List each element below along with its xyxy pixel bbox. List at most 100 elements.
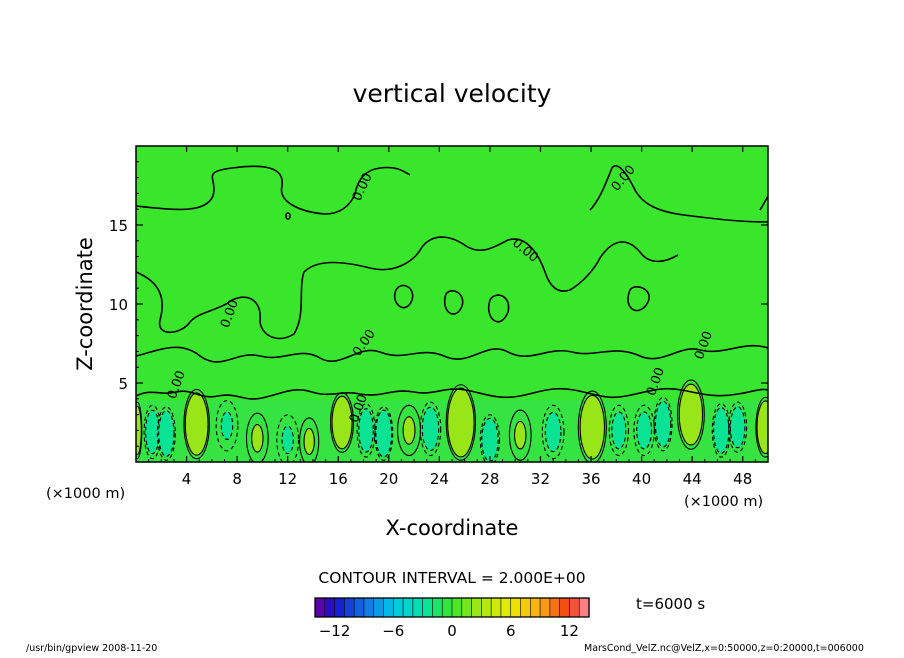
convection-cell xyxy=(245,412,269,462)
cell-outline xyxy=(215,399,239,452)
convection-cell xyxy=(276,414,300,462)
x-tick-label: 8 xyxy=(232,470,242,488)
cell-contour xyxy=(402,416,416,445)
x-axis: 4 8 12 16 20 24 28 32 36 40 44 48 xyxy=(148,146,756,488)
cell-contour xyxy=(678,383,704,446)
colorbar-bin xyxy=(432,597,443,618)
x-tick-label: 28 xyxy=(480,470,499,488)
cell-contour xyxy=(654,400,672,448)
convection-cell xyxy=(608,404,629,457)
cell-contour xyxy=(514,420,527,450)
x-tick-label: 32 xyxy=(531,470,550,488)
y-tick-label: 5 xyxy=(118,375,128,393)
convection-cell xyxy=(419,401,442,457)
cell-contour xyxy=(729,406,746,449)
colorbar-bin xyxy=(402,597,414,618)
cell-outline xyxy=(419,401,442,457)
cell-contour xyxy=(544,411,562,453)
x-tick-label: 48 xyxy=(733,470,752,488)
x-tick-label: 24 xyxy=(430,470,449,488)
cell-outline xyxy=(479,414,501,462)
footer-right: MarsCond_VelZ.nc@VelZ,x=0:50000,z=0:2000… xyxy=(584,643,864,654)
cell-contour xyxy=(303,427,315,455)
convection-cell xyxy=(479,414,501,462)
colorbar-bin xyxy=(569,597,580,618)
cell-contour xyxy=(358,408,374,453)
cell-outline xyxy=(608,404,629,457)
colorbar-bin xyxy=(529,597,541,618)
x-tick-label: 40 xyxy=(632,470,651,488)
cell-outline xyxy=(676,379,705,450)
cell-outline xyxy=(183,388,210,460)
convection-cell xyxy=(156,406,176,461)
colorbar-bin xyxy=(471,597,482,618)
convection-cell xyxy=(728,401,748,453)
cell-contour xyxy=(251,424,264,453)
colorbar-bin xyxy=(344,597,355,618)
x-axis-label: X-coordinate xyxy=(386,516,519,540)
colorbar-bin xyxy=(461,597,473,618)
x-unit-right: (×1000 m) xyxy=(684,494,763,510)
convection-cell xyxy=(374,406,394,461)
colorbar-bin xyxy=(549,597,561,618)
cell-outline xyxy=(276,414,300,462)
x-tick-label: 12 xyxy=(278,470,297,488)
x-tick-label: 36 xyxy=(581,470,600,488)
cell-outline xyxy=(653,396,673,452)
colorbar-bin xyxy=(510,597,522,618)
colorbar-bin xyxy=(373,597,385,618)
convection-cell xyxy=(445,384,477,461)
convection-cell xyxy=(653,396,673,452)
colorbar-bin xyxy=(383,597,394,618)
contour-line xyxy=(136,344,768,363)
contour-line xyxy=(136,236,679,340)
colorbar-bin xyxy=(520,597,531,618)
cell-outline xyxy=(156,406,176,461)
convection-cell xyxy=(755,396,768,458)
convection-cell xyxy=(541,404,565,460)
contour-line xyxy=(627,286,650,312)
colorbar xyxy=(314,597,590,618)
cell-outline xyxy=(541,404,565,460)
footer-left: /usr/bin/gpview 2008-11-20 xyxy=(26,643,157,654)
convection-cell xyxy=(676,379,705,450)
contour-line xyxy=(136,165,411,215)
x-unit-left: (×1000 m) xyxy=(46,486,125,502)
cell-outline xyxy=(299,417,320,462)
colorbar-bin xyxy=(490,597,502,618)
colorbar-bin xyxy=(559,597,571,618)
contour-interval: CONTOUR INTERVAL = 2.000E+00 xyxy=(318,569,585,587)
cell-contour xyxy=(636,411,653,450)
colorbar-bin xyxy=(412,597,424,618)
x-tick-label: 20 xyxy=(379,470,398,488)
colorbar-bin xyxy=(392,597,404,618)
cell-outline xyxy=(577,390,607,462)
x-tick-label: 4 xyxy=(182,470,192,488)
colorbar-bin xyxy=(451,597,463,618)
colorbar-frame xyxy=(314,597,590,618)
convection-cells xyxy=(136,379,768,462)
convection-cell xyxy=(143,404,162,460)
convection-cell xyxy=(711,403,731,458)
colorbar-tick-label: −6 xyxy=(382,622,404,640)
colorbar-tick-label: 0 xyxy=(447,622,457,640)
cell-contour xyxy=(421,406,440,452)
cell-contour xyxy=(447,387,475,458)
cell-outline xyxy=(755,396,768,458)
colorbar-bin xyxy=(500,597,512,618)
colorbar-tick-label: 6 xyxy=(506,622,516,640)
colorbar-bin xyxy=(314,597,326,618)
colorbar-bin xyxy=(481,597,492,618)
cell-contour xyxy=(145,409,160,455)
colorbar-tick-label: −12 xyxy=(319,622,351,640)
colorbar-tick-label: 12 xyxy=(560,622,579,640)
cell-contour xyxy=(611,411,627,450)
y-axis-label: Z-coordinate xyxy=(73,237,97,371)
cell-contour xyxy=(220,411,234,440)
colorbar-bin xyxy=(422,597,434,618)
cell-outline xyxy=(445,384,477,461)
chart-title: vertical velocity xyxy=(353,79,552,108)
contour-line xyxy=(136,387,768,400)
